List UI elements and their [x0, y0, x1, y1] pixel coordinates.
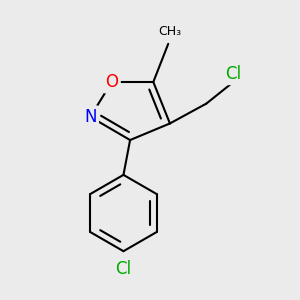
Text: Cl: Cl: [116, 260, 131, 278]
Text: N: N: [84, 108, 97, 126]
Text: O: O: [105, 73, 118, 91]
Text: CH₃: CH₃: [158, 25, 182, 38]
Text: Cl: Cl: [225, 65, 241, 83]
